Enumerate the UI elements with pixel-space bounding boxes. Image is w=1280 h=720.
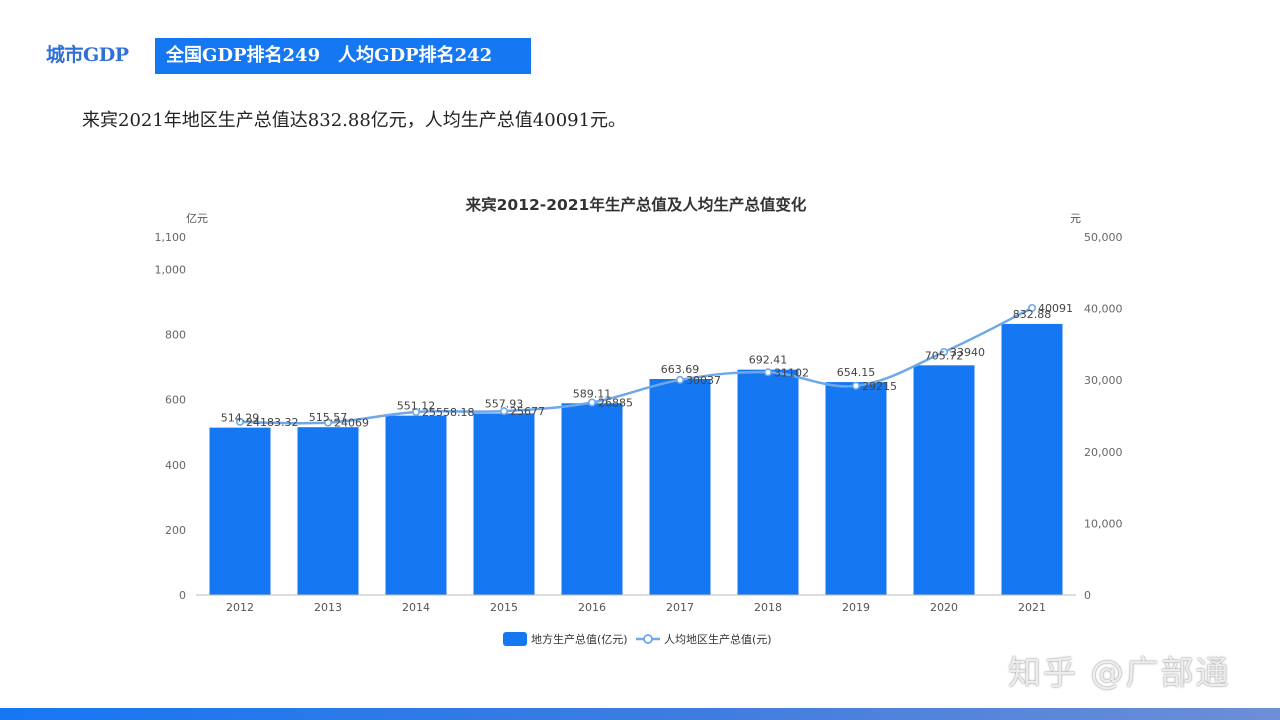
left-tick-label: 1,000: [155, 264, 187, 277]
legend-line-marker: [643, 634, 653, 644]
legend-bar-label[interactable]: 地方生产总值(亿元): [531, 632, 628, 646]
per-capita-line: [239, 306, 1033, 425]
line-value-label: 31102: [774, 366, 809, 379]
line-point-2015: [499, 407, 508, 416]
bar-value-label: 654.15: [837, 366, 876, 379]
line-point-2020: [939, 347, 948, 356]
line-value-label: 24183.32: [246, 416, 299, 429]
left-tick-label: 200: [165, 524, 186, 537]
bar-value-label: 514.29: [221, 412, 260, 425]
x-tick-label: 2018: [754, 601, 782, 614]
bar-2015: [473, 413, 535, 595]
left-tick-label: 600: [165, 394, 186, 407]
line-point-2013: [323, 418, 332, 427]
right-tick-label: 40,000: [1084, 303, 1123, 316]
x-tick-label: 2012: [226, 601, 254, 614]
line-point-2012: [236, 417, 245, 426]
right-tick-label: 20,000: [1084, 446, 1123, 459]
right-tick-label: 10,000: [1084, 517, 1123, 530]
legend-bar-swatch[interactable]: [503, 632, 527, 646]
x-tick-label: 2016: [578, 601, 606, 614]
x-tick-label: 2021: [1018, 601, 1046, 614]
line-value-label: 33940: [950, 346, 985, 359]
left-tick-label: 800: [165, 329, 186, 342]
x-tick-label: 2019: [842, 601, 870, 614]
bar-2013: [297, 427, 359, 595]
line-value-label: 25677: [510, 405, 545, 418]
line-value-label: 26885: [598, 397, 633, 410]
x-tick-label: 2015: [490, 601, 518, 614]
section-label: 城市GDP: [46, 44, 129, 66]
x-tick-label: 2020: [930, 601, 958, 614]
line-value-label: 40091: [1038, 302, 1073, 315]
bar-value-label: 663.69: [661, 363, 700, 376]
bottom-bar: [0, 708, 1280, 720]
left-axis-unit: 亿元: [186, 212, 208, 225]
bar-2018: [737, 369, 799, 595]
right-tick-label: 50,000: [1084, 231, 1123, 244]
left-tick-label: 1,100: [155, 231, 187, 244]
chart-title: 来宾2012-2021年生产总值及人均生产总值变化: [465, 195, 807, 214]
line-value-label: 24069: [334, 417, 369, 430]
right-tick-label: 0: [1084, 589, 1091, 602]
line-point-2017: [675, 375, 684, 384]
line-value-label: 25558.18: [422, 406, 475, 419]
legend: 地方生产总值(亿元) 人均地区生产总值(元): [503, 632, 772, 646]
line-point-2019: [851, 381, 860, 390]
x-tick-label: 2013: [314, 601, 342, 614]
right-tick-label: 30,000: [1084, 374, 1123, 387]
right-axis-unit: 元: [1070, 212, 1081, 225]
bar-value-label: 589.11: [573, 387, 612, 400]
line-point-2016: [587, 398, 596, 407]
bar-value-label: 515.57: [309, 411, 348, 424]
bar-2014: [385, 415, 447, 595]
bar-2019: [825, 382, 887, 595]
legend-line-label[interactable]: 人均地区生产总值(元): [664, 632, 772, 646]
bar-value-label: 557.93: [485, 397, 524, 410]
gdp-chart: 来宾2012-2021年生产总值及人均生产总值变化 亿元 元 0 200 400 60…: [155, 195, 1123, 646]
bar-2016: [561, 403, 623, 595]
bar-value-label: 705.72: [925, 349, 964, 362]
bar-value-label: 832.88: [1013, 308, 1052, 321]
line-value-label: 30037: [686, 374, 721, 387]
x-tick-label: 2017: [666, 601, 694, 614]
line-point-2014: [411, 408, 420, 417]
line-point-2018: [763, 368, 772, 377]
bar-value-label: 692.41: [749, 354, 788, 367]
x-tick-label: 2014: [402, 601, 430, 614]
rank-badge: 全国GDP排名249 人均GDP排名242: [155, 38, 531, 74]
left-tick-label: 0: [179, 589, 186, 602]
bar-2020: [913, 365, 975, 595]
watermark: 知乎 @广部通: [1008, 653, 1231, 692]
line-value-label: 29215: [862, 380, 897, 393]
left-tick-label: 400: [165, 459, 186, 472]
line-point-2021: [1028, 303, 1037, 312]
bar-value-label: 551.12: [397, 400, 436, 413]
bar-2012: [209, 427, 271, 595]
bar-2017: [649, 378, 711, 595]
summary-text: 来宾2021年地区生产总值达832.88亿元，人均生产总值40091元。: [82, 110, 627, 131]
bar-2021: [1001, 323, 1063, 595]
